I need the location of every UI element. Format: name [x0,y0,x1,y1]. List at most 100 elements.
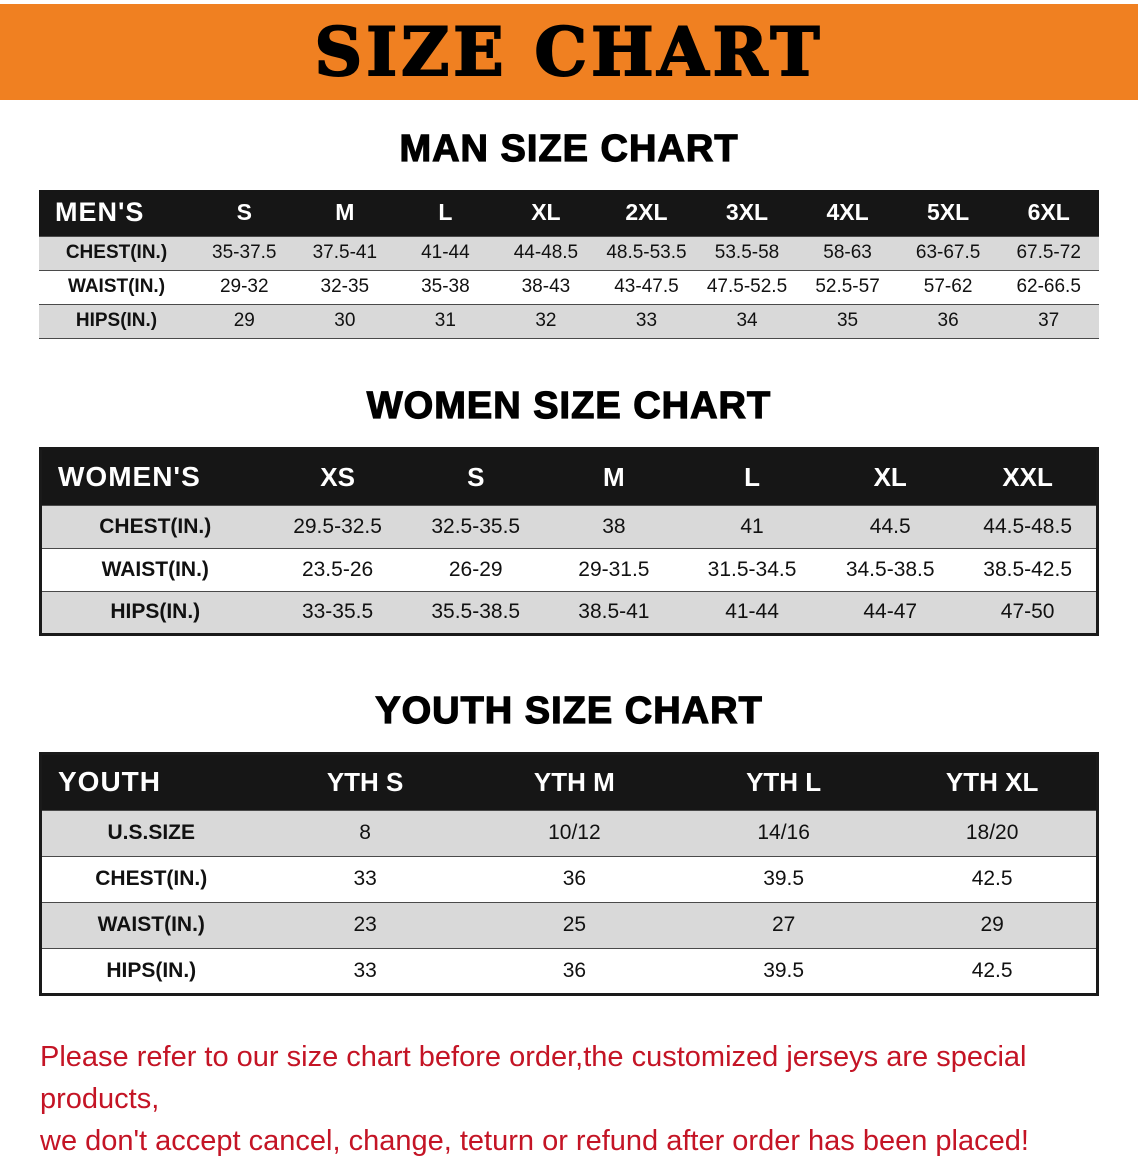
row-label: WAIST(IN.) [39,269,194,304]
note-line-1: Please refer to our size chart before or… [40,1040,1027,1115]
size-cell: 38-43 [495,269,597,304]
table-title-cell: WOMEN'S [40,448,269,505]
size-cell: 44-47 [821,590,960,635]
size-cell: 39.5 [679,855,889,902]
size-cell: 38.5-42.5 [959,547,1098,591]
size-cell: 26-29 [406,547,545,591]
row-label: U.S.SIZE [40,809,261,856]
table-row: U.S.SIZE 8 10/12 14/16 18/20 [40,809,1098,856]
table-row: WAIST(IN.) 29-32 32-35 35-38 38-43 43-47.5 47.… [39,269,1099,304]
size-cell: 18/20 [888,809,1098,856]
size-column-header: M [544,448,683,505]
size-cell: 41 [682,504,822,548]
size-column-header: 2XL [596,190,697,236]
size-cell: 29 [888,901,1098,948]
size-cell: 27 [679,901,889,948]
row-label: HIPS(IN.) [40,947,261,995]
table-row: WAIST(IN.) 23 25 27 29 [40,901,1098,948]
size-cell: 43-47.5 [596,269,697,304]
size-cell: 30 [294,303,396,339]
size-column-header: 6XL [998,190,1099,236]
size-cell: 44.5 [821,504,960,548]
size-cell: 47.5-52.5 [696,269,798,304]
size-column-header: XXL [959,448,1098,505]
size-cell: 32-35 [294,269,396,304]
size-cell: 8 [260,809,470,856]
size-cell: 29.5-32.5 [268,504,407,548]
row-label: CHEST(IN.) [39,235,194,270]
size-cell: 35-37.5 [194,235,295,270]
size-cell: 53.5-58 [696,235,798,270]
row-label: WAIST(IN.) [40,547,269,591]
size-cell: 33 [260,947,470,995]
size-cell: 41-44 [682,590,822,635]
size-column-header: L [395,190,496,236]
size-cell: 38 [544,504,683,548]
size-cell: 10/12 [469,809,679,856]
size-cell: 34 [696,303,798,339]
size-column-header: YTH XL [888,753,1098,810]
table-header-row: YOUTH YTH S YTH M YTH L YTH XL [40,753,1098,810]
size-column-header: 5XL [897,190,999,236]
size-column-header: XL [821,448,960,505]
size-cell: 67.5-72 [998,235,1099,270]
size-column-header: M [294,190,396,236]
size-cell: 33-35.5 [268,590,407,635]
table-row: HIPS(IN.) 33-35.5 35.5-38.5 38.5-41 41-44 44-… [40,590,1098,635]
man-size-section: MAN SIZE CHART MEN'S S M L XL 2XL 3XL 4XL 5XL 6XL… [0,128,1138,339]
size-cell: 38.5-41 [544,590,683,635]
table-row: HIPS(IN.) 33 36 39.5 42.5 [40,947,1098,995]
size-cell: 36 [897,303,999,339]
disclaimer-note: Please refer to our size chart before or… [40,1036,1100,1162]
size-cell: 44.5-48.5 [959,504,1098,548]
size-cell: 32 [495,303,597,339]
table-row: WAIST(IN.) 23.5-26 26-29 29-31.5 31.5-34.5 34… [40,547,1098,591]
table-title-cell: MEN'S [39,190,194,236]
size-cell: 42.5 [888,855,1098,902]
women-size-table: WOMEN'S XS S M L XL XXL CHEST(IN.) 29.5-32.5 32.5… [39,446,1099,636]
size-cell: 48.5-53.5 [596,235,697,270]
women-size-section: WOMEN SIZE CHART WOMEN'S XS S M L XL XXL CHEST(… [0,386,1138,636]
row-label: HIPS(IN.) [40,590,269,635]
size-cell: 39.5 [679,947,889,995]
youth-size-table: YOUTH YTH S YTH M YTH L YTH XL U.S.SIZE 8 10/12… [39,751,1099,996]
size-cell: 23.5-26 [268,547,407,591]
page-title: SIZE CHART [314,13,824,91]
size-cell: 29 [194,303,295,339]
size-cell: 42.5 [888,947,1098,995]
size-column-header: 3XL [696,190,798,236]
size-cell: 29-32 [194,269,295,304]
note-line-2: we don't accept cancel, change, teturn o… [40,1124,1029,1157]
size-column-header: XL [495,190,597,236]
size-cell: 58-63 [797,235,898,270]
size-column-header: 4XL [797,190,898,236]
size-column-header: L [682,448,822,505]
banner: SIZE CHART [0,4,1138,100]
man-size-table: MEN'S S M L XL 2XL 3XL 4XL 5XL 6XL CHEST(IN.) 35-37… [39,190,1099,339]
size-cell: 31 [395,303,496,339]
size-cell: 62-66.5 [998,269,1099,304]
size-cell: 35-38 [395,269,496,304]
size-cell: 41-44 [395,235,496,270]
size-cell: 35.5-38.5 [406,590,545,635]
size-cell: 25 [469,901,679,948]
table-header-row: WOMEN'S XS S M L XL XXL [40,448,1098,505]
size-cell: 14/16 [679,809,889,856]
size-cell: 37.5-41 [294,235,396,270]
size-column-header: YTH S [260,753,470,810]
size-cell: 63-67.5 [897,235,999,270]
size-chart-page: SIZE CHART MAN SIZE CHART MEN'S S M L XL 2XL 3… [0,4,1138,1162]
size-cell: 44-48.5 [495,235,597,270]
size-column-header: YTH L [679,753,889,810]
size-column-header: S [194,190,295,236]
size-column-header: S [406,448,545,505]
table-title-cell: YOUTH [40,753,261,810]
size-cell: 57-62 [897,269,999,304]
size-cell: 52.5-57 [797,269,898,304]
man-chart-heading: MAN SIZE CHART [399,128,739,170]
size-cell: 33 [260,855,470,902]
size-cell: 35 [797,303,898,339]
size-cell: 33 [596,303,697,339]
youth-size-section: YOUTH SIZE CHART YOUTH YTH S YTH M YTH L YTH… [0,691,1138,996]
size-column-header: YTH M [469,753,679,810]
